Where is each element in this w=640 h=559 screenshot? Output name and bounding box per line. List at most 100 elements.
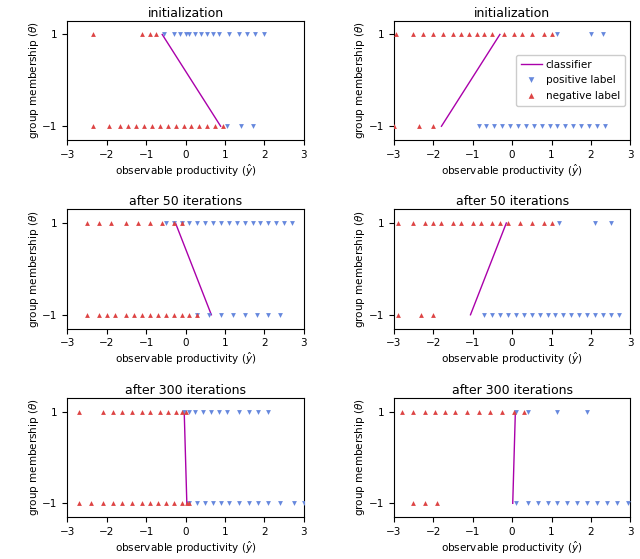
Point — [299, 499, 309, 508]
Point — [515, 219, 525, 228]
Point — [519, 407, 529, 416]
Point — [137, 30, 147, 39]
Point — [547, 219, 557, 228]
Point — [163, 407, 173, 416]
Point — [222, 122, 232, 131]
Point — [487, 310, 497, 319]
Point — [275, 310, 285, 319]
Point — [550, 310, 561, 319]
Point — [523, 499, 533, 508]
Point — [127, 407, 138, 416]
Point — [102, 310, 112, 319]
Point — [513, 122, 523, 131]
Point — [487, 30, 497, 39]
Point — [124, 122, 134, 131]
Point — [436, 219, 446, 228]
Point — [241, 30, 252, 39]
Point — [420, 219, 431, 228]
Point — [428, 310, 438, 319]
Point — [145, 499, 155, 508]
Y-axis label: group membership ($\theta$): group membership ($\theta$) — [27, 399, 41, 517]
Point — [476, 219, 486, 228]
Point — [543, 310, 553, 319]
Point — [184, 407, 195, 416]
Point — [131, 122, 141, 131]
Point — [184, 499, 195, 508]
Point — [137, 407, 147, 416]
Point — [153, 499, 163, 508]
Point — [534, 310, 545, 319]
Point — [228, 310, 238, 319]
Title: initialization: initialization — [474, 7, 550, 20]
Point — [545, 122, 555, 131]
Point — [147, 122, 157, 131]
Point — [88, 30, 98, 39]
Point — [192, 310, 202, 319]
Point — [263, 219, 273, 228]
Point — [392, 219, 403, 228]
Point — [108, 499, 118, 508]
Point — [190, 407, 200, 416]
Point — [495, 219, 506, 228]
Point — [523, 407, 533, 416]
Point — [547, 30, 557, 39]
Point — [252, 310, 262, 319]
Point — [511, 499, 521, 508]
Point — [184, 499, 195, 508]
Point — [275, 499, 285, 508]
Point — [86, 499, 96, 508]
Point — [255, 219, 266, 228]
Point — [239, 219, 250, 228]
Point — [121, 219, 131, 228]
Point — [600, 122, 610, 131]
Point — [408, 407, 419, 416]
Point — [224, 499, 234, 508]
Point — [88, 122, 98, 131]
Point — [438, 30, 448, 39]
Point — [224, 219, 234, 228]
Point — [605, 310, 616, 319]
Point — [168, 219, 179, 228]
Point — [574, 310, 584, 319]
Point — [538, 219, 548, 228]
Point — [232, 219, 242, 228]
Point — [243, 499, 253, 508]
Point — [479, 30, 490, 39]
Point — [509, 30, 519, 39]
Point — [93, 219, 104, 228]
Point — [450, 407, 460, 416]
Point — [416, 310, 426, 319]
Point — [602, 499, 612, 508]
Point — [177, 499, 187, 508]
Point — [200, 219, 211, 228]
Point — [248, 122, 258, 131]
X-axis label: observable productivity ($\hat{y}$): observable productivity ($\hat{y}$) — [442, 351, 583, 367]
Point — [234, 499, 244, 508]
Point — [106, 219, 116, 228]
Point — [190, 30, 200, 39]
Point — [161, 219, 171, 228]
Point — [527, 30, 537, 39]
Point — [418, 30, 428, 39]
Point — [552, 30, 563, 39]
Point — [137, 499, 147, 508]
Point — [145, 407, 155, 416]
Point — [168, 499, 179, 508]
Point — [558, 310, 568, 319]
Point — [448, 219, 458, 228]
Point — [117, 499, 127, 508]
Point — [517, 30, 527, 39]
Point — [145, 310, 155, 319]
Point — [216, 499, 226, 508]
Legend: classifier, positive label, negative label: classifier, positive label, negative lab… — [516, 55, 625, 106]
Point — [527, 310, 537, 319]
Point — [239, 310, 250, 319]
Point — [538, 30, 548, 39]
Point — [414, 122, 424, 131]
Point — [214, 407, 224, 416]
Point — [74, 499, 84, 508]
Title: initialization: initialization — [147, 7, 223, 20]
Point — [74, 407, 84, 416]
Y-axis label: group membership ($\theta$): group membership ($\theta$) — [27, 210, 41, 328]
Point — [117, 407, 127, 416]
